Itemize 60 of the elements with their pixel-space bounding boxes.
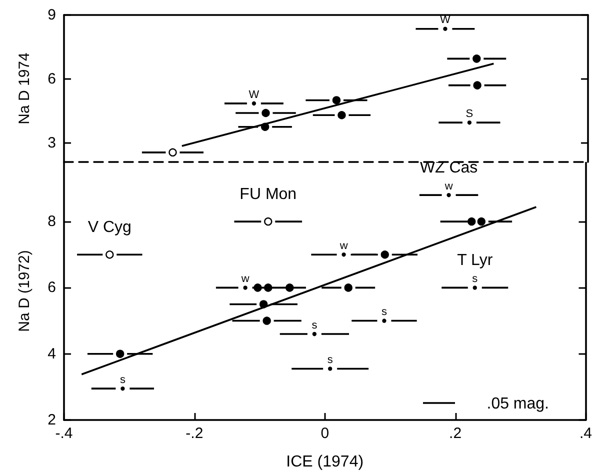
y-tick-label: 3 — [48, 134, 56, 152]
point — [106, 250, 114, 259]
point — [443, 26, 448, 31]
x-tick-label: .4 — [579, 425, 592, 442]
point — [262, 108, 270, 118]
point — [264, 284, 272, 292]
point — [332, 96, 341, 104]
point — [264, 217, 272, 226]
annotation: FU Mon — [240, 186, 297, 204]
point — [472, 286, 477, 290]
annotation: .05 mag. — [486, 396, 550, 412]
point — [286, 284, 294, 292]
data-label: s — [381, 306, 388, 318]
x-tick-label: 0 — [320, 425, 330, 442]
x-axis-title: ICE (1974) — [286, 454, 364, 470]
point — [382, 318, 386, 323]
point — [472, 54, 481, 63]
point — [473, 81, 482, 90]
data-label: s — [120, 374, 126, 386]
point — [342, 252, 346, 257]
annotation: V Cyg — [88, 219, 132, 236]
y-tick-label: 9 — [48, 6, 56, 24]
point — [259, 300, 268, 308]
point — [168, 148, 177, 157]
y-axis-title: Na D 1974 — [16, 52, 33, 124]
data-label: w — [444, 180, 453, 192]
y-tick-label: 6 — [48, 70, 56, 88]
data-label: s — [312, 319, 318, 332]
data-label: S — [466, 108, 474, 120]
y-tick-label: 4 — [48, 345, 56, 362]
data-label: W — [440, 14, 452, 26]
point — [467, 120, 472, 125]
annotation: T Lyr — [457, 252, 494, 270]
data-label: s — [327, 354, 334, 366]
point — [468, 217, 476, 226]
point — [328, 366, 332, 371]
point — [260, 122, 270, 131]
point — [312, 332, 317, 336]
point — [120, 386, 125, 391]
point — [262, 316, 271, 325]
data-label: w — [338, 240, 348, 252]
x-tick-label: -.4 — [55, 425, 73, 442]
point — [344, 284, 352, 292]
point — [254, 284, 262, 292]
point — [338, 111, 346, 120]
point — [477, 217, 486, 226]
point — [243, 286, 248, 290]
data-label: W — [248, 88, 260, 101]
x-tick-label: .2 — [449, 425, 462, 442]
y-tick-label: 6 — [48, 279, 56, 296]
y-tick-label: 2 — [48, 412, 56, 428]
y-axis-title: Na D (1972) — [16, 250, 33, 332]
data-label: w — [240, 273, 250, 286]
point — [380, 250, 389, 259]
point — [252, 101, 256, 106]
y-tick-label: 8 — [48, 213, 56, 230]
data-label: s — [472, 273, 478, 286]
point — [446, 192, 451, 198]
point — [116, 350, 124, 358]
x-tick-label: -.2 — [186, 425, 204, 442]
